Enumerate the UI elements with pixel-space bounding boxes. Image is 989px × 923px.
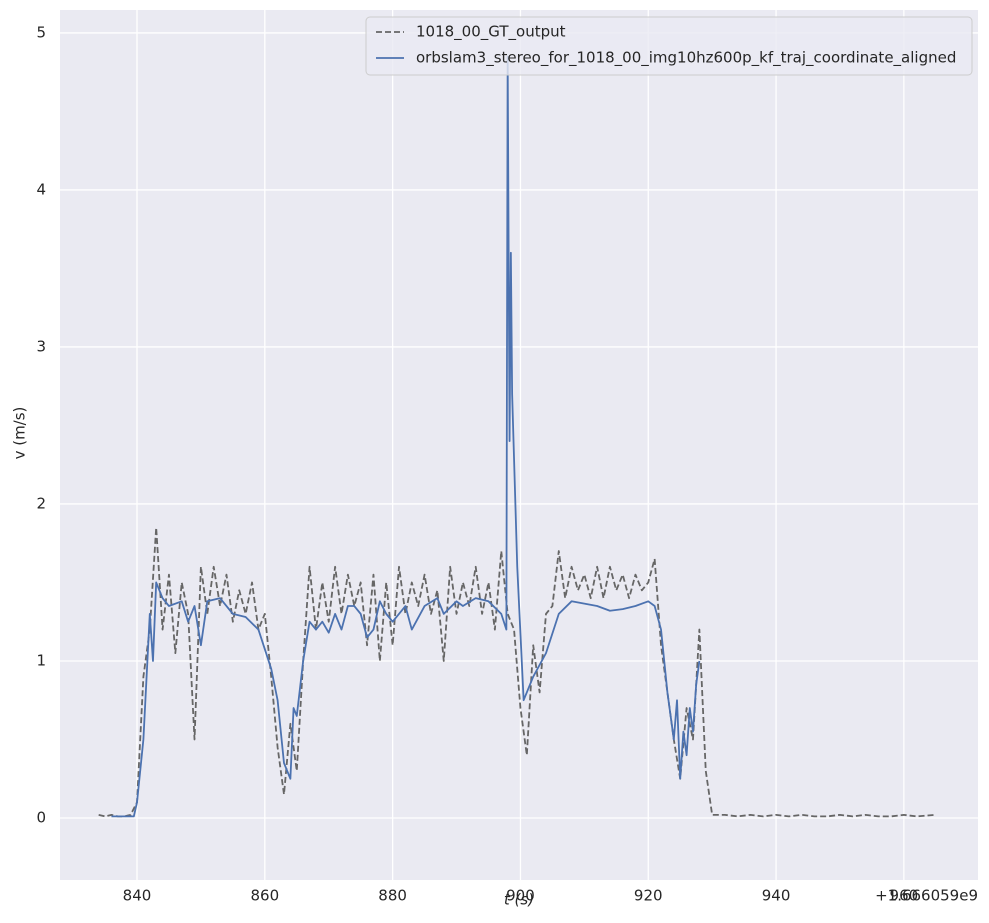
x-tick-label: 900	[506, 887, 535, 905]
legend-label: orbslam3_stereo_for_1018_00_img10hz600p_…	[416, 49, 956, 68]
plot-area	[60, 10, 978, 880]
y-tick-label: 0	[36, 808, 46, 826]
x-tick-label: 880	[378, 887, 407, 905]
x-axis-label: t (s)	[504, 891, 534, 909]
series-line	[98, 526, 936, 818]
y-tick-label: 2	[36, 494, 46, 512]
x-tick-label: 920	[634, 887, 663, 905]
x-offset-text: +1.666059e9	[875, 887, 978, 905]
y-tick-label: 1	[36, 651, 46, 669]
x-tick-label: 840	[123, 887, 152, 905]
y-tick-label: 5	[36, 23, 46, 41]
legend-label: 1018_00_GT_output	[416, 23, 566, 42]
y-tick-label: 3	[36, 337, 46, 355]
x-tick-label: 960	[890, 887, 919, 905]
x-tick-label: 940	[762, 887, 791, 905]
x-tick-label: 860	[250, 887, 279, 905]
y-axis-label: v (m/s)	[11, 407, 29, 460]
y-tick-label: 4	[36, 180, 46, 198]
legend-box	[365, 16, 973, 76]
series-line	[111, 55, 701, 818]
legend: 1018_00_GT_output orbslam3_stereo_for_101…	[365, 16, 973, 76]
